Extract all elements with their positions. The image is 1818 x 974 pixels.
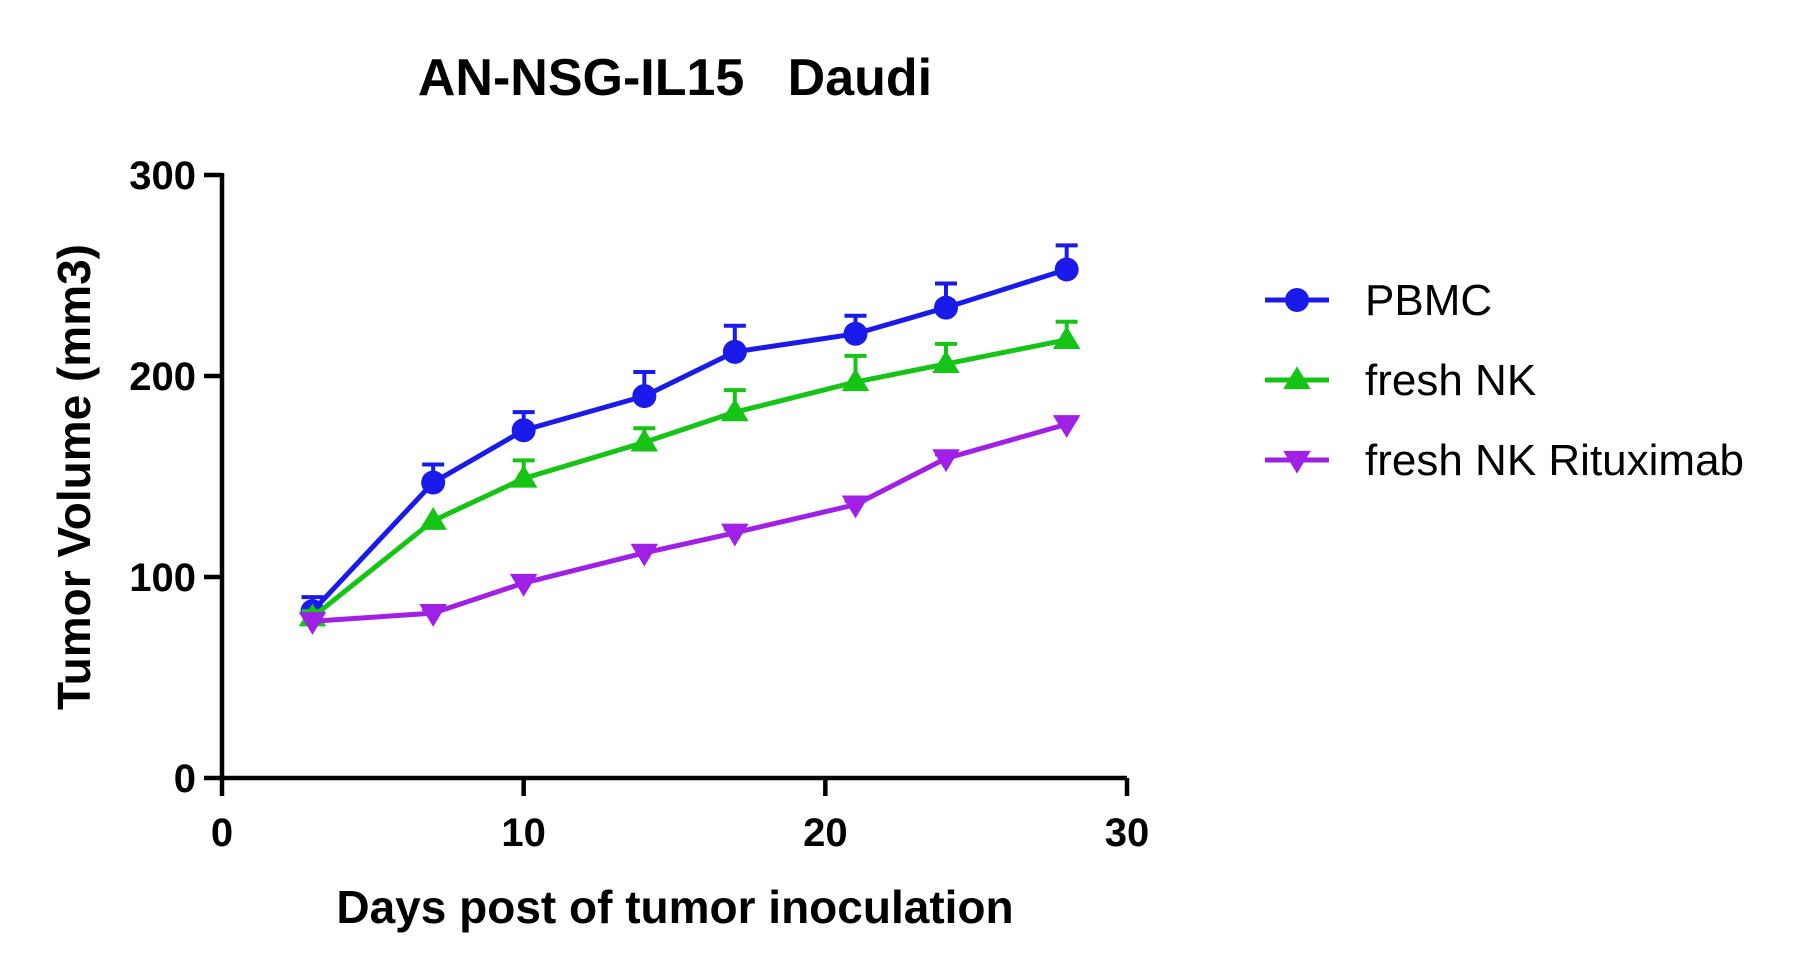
legend-item-1: PBMC — [1265, 276, 1492, 325]
data-point — [841, 495, 870, 519]
series-line — [310, 267, 1068, 613]
data-point — [509, 573, 538, 597]
data-point — [934, 295, 958, 320]
legend-item-3: fresh NK Rituximab — [1265, 436, 1744, 485]
series-line — [312, 421, 1068, 624]
data-point — [722, 339, 747, 364]
data-point — [1052, 326, 1081, 349]
legend-item-2: fresh NK — [1265, 356, 1536, 405]
x-tick-label: 0 — [211, 811, 233, 855]
legend-label: fresh NK — [1365, 356, 1536, 405]
data-point — [843, 321, 868, 346]
y-tick-label: 100 — [129, 556, 196, 600]
chart-title: AN-NSG-IL15 Daudi — [418, 49, 932, 107]
data-point — [841, 368, 870, 392]
legend-label: fresh NK Rituximab — [1365, 436, 1744, 485]
series-line — [310, 337, 1068, 620]
data-point — [421, 470, 446, 495]
data-point — [509, 464, 538, 488]
data-point — [721, 523, 749, 547]
data-point — [632, 384, 657, 409]
series-2 — [298, 319, 1081, 627]
series-1 — [300, 243, 1079, 624]
legend-swatch-marker — [1283, 450, 1311, 474]
data-point — [932, 350, 960, 374]
data-point — [630, 543, 659, 567]
data-point — [1054, 257, 1079, 282]
x-tick-label: 10 — [501, 811, 546, 855]
legend-swatch-marker — [1283, 366, 1311, 390]
data-point — [721, 398, 749, 422]
x-tick-label: 30 — [1105, 811, 1150, 855]
x-tick-label: 20 — [803, 811, 848, 855]
x-axis-title: Days post of tumor inoculation — [336, 881, 1013, 933]
y-tick-label: 0 — [174, 757, 196, 801]
legend-label: PBMC — [1365, 276, 1492, 325]
data-point — [511, 418, 536, 443]
data-point — [419, 604, 447, 627]
legend: PBMC fresh NK fresh NK Rituximab — [1265, 276, 1744, 485]
y-axis-title: Tumor Volume (mm3) — [48, 244, 100, 710]
data-point — [630, 428, 659, 452]
series-group — [298, 243, 1081, 635]
series-3 — [298, 415, 1081, 635]
y-tick-label: 200 — [129, 355, 196, 399]
legend-swatch-marker — [1285, 288, 1309, 312]
data-point — [932, 449, 960, 473]
y-tick-label: 300 — [129, 154, 196, 198]
data-point — [1052, 415, 1081, 438]
data-point — [419, 507, 447, 530]
axes: 0 100 200 300 0 10 20 30 — [129, 154, 1149, 855]
data-point — [298, 612, 327, 635]
